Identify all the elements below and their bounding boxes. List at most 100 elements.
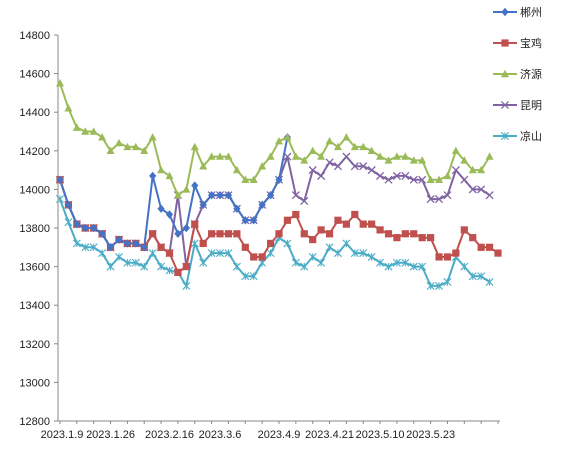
data-point (426, 281, 435, 290)
data-point (317, 226, 325, 234)
data-point (224, 190, 233, 200)
data-point (435, 281, 444, 290)
legend-item: 郴州 (493, 5, 542, 19)
data-point (191, 181, 199, 190)
data-point (468, 185, 477, 194)
data-point (123, 258, 132, 267)
data-point (182, 185, 191, 193)
data-point (157, 243, 165, 251)
data-point (182, 223, 190, 233)
data-point (224, 249, 233, 258)
data-point (434, 194, 444, 204)
data-point (283, 239, 292, 248)
data-point (460, 156, 469, 164)
x-tick-label: 2023.5.23 (406, 429, 455, 441)
data-point (501, 39, 509, 47)
data-point (427, 234, 435, 242)
data-point (393, 234, 401, 242)
data-point (123, 239, 131, 248)
data-point (325, 158, 334, 167)
data-point (266, 249, 275, 258)
data-point (106, 262, 115, 271)
data-point (376, 152, 385, 160)
data-point (216, 190, 224, 200)
data-point (241, 272, 250, 281)
data-point (199, 239, 207, 248)
data-point (140, 146, 149, 154)
data-point (89, 127, 98, 135)
data-point (81, 243, 90, 252)
data-point (501, 7, 509, 17)
data-point (368, 220, 376, 228)
data-point (435, 253, 443, 261)
data-point (452, 249, 460, 257)
data-point (367, 252, 376, 261)
data-point (224, 152, 233, 160)
data-point (443, 171, 452, 180)
data-point (409, 262, 418, 271)
data-point (216, 249, 225, 258)
data-point (317, 258, 326, 267)
series-line (59, 137, 289, 249)
data-point (418, 234, 426, 242)
data-point (140, 262, 149, 271)
data-point (500, 100, 510, 110)
data-point (275, 175, 283, 184)
data-point (165, 249, 174, 257)
data-point (359, 249, 368, 258)
data-point (325, 230, 334, 238)
data-point (308, 166, 317, 175)
data-point (249, 272, 258, 281)
data-point (426, 194, 435, 204)
data-point (401, 152, 410, 160)
data-point (501, 69, 509, 78)
data-point (418, 175, 427, 184)
data-point (241, 175, 250, 183)
data-point (477, 272, 486, 281)
x-tick-label: 2023.1.26 (86, 429, 135, 441)
data-point (342, 133, 351, 141)
data-point (266, 239, 275, 248)
data-point (149, 230, 157, 238)
data-point (123, 142, 132, 151)
legend-label: 宝鸡 (520, 36, 542, 50)
data-point (401, 171, 410, 180)
data-point (250, 253, 258, 261)
legend-label: 凉山 (520, 129, 542, 143)
data-point (392, 258, 401, 267)
data-point (300, 196, 309, 206)
y-tick-label: 13800 (19, 223, 50, 235)
data-point (460, 262, 469, 271)
data-point (98, 133, 107, 141)
data-point (477, 243, 485, 251)
data-point (241, 216, 249, 225)
data-point (443, 191, 452, 200)
data-point (469, 234, 477, 242)
data-point (342, 220, 350, 228)
data-point (56, 195, 64, 204)
data-point (131, 142, 140, 151)
data-point (64, 218, 73, 227)
series-line (59, 82, 491, 197)
data-point (418, 156, 427, 164)
data-point (157, 204, 165, 213)
data-point (443, 278, 452, 287)
data-point (114, 252, 123, 261)
data-point (207, 249, 216, 258)
data-point (283, 133, 292, 141)
data-point (367, 146, 376, 154)
chart-axes (57, 35, 500, 422)
x-tick-label: 2023.1.9 (41, 429, 84, 441)
data-point (359, 142, 368, 151)
data-point (451, 166, 460, 175)
data-point (392, 152, 401, 160)
data-point (106, 243, 115, 252)
y-tick-label: 13600 (19, 262, 50, 274)
data-point (249, 175, 258, 183)
legend-item: 凉山 (493, 129, 542, 143)
data-point (275, 230, 283, 238)
data-point (384, 230, 393, 238)
data-point (250, 216, 258, 225)
series-line (59, 179, 499, 274)
